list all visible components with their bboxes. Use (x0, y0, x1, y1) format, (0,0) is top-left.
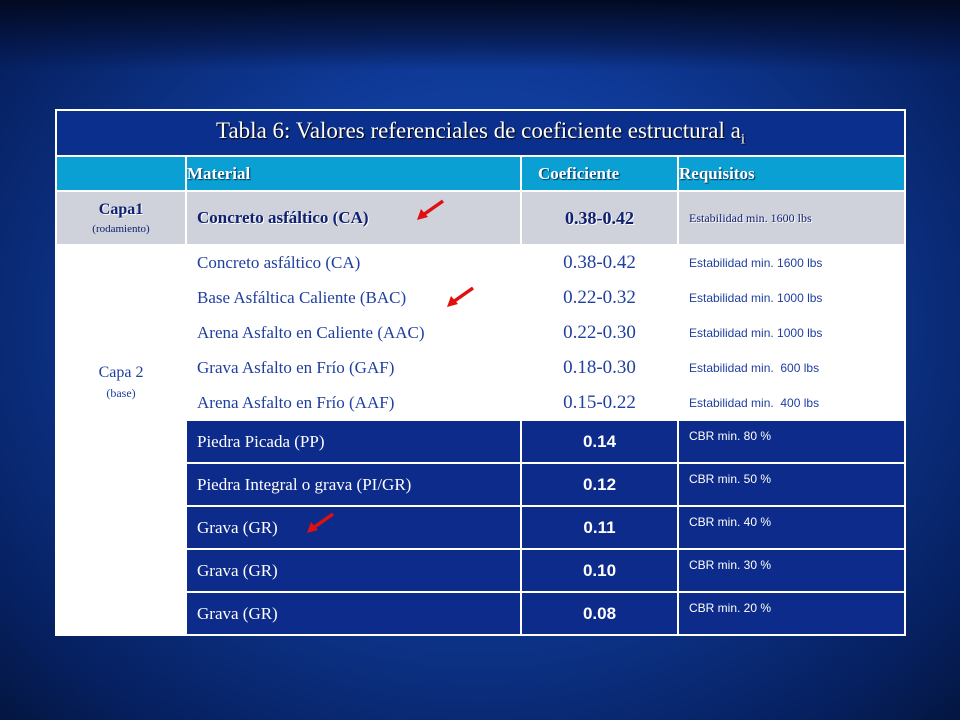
capa2-row-8: Grava (GR) 0.11 CBR min. 40 % (56, 505, 907, 550)
material-cell: Concreto asfáltico (CA) (185, 244, 522, 281)
capa2-row-6: Piedra Picada (PP) 0.14 CBR min. 80 % (56, 419, 907, 464)
capa2-sublabel: (base) (106, 386, 136, 400)
capa1-material-text: Concreto asfáltico (CA) (197, 208, 369, 227)
coeficiente-cell: 0.22-0.32 (520, 279, 679, 316)
requisitos-cell: Estabilidad min. 1600 lbs (676, 244, 907, 281)
requisitos-cell: CBR min. 30 % (676, 548, 907, 593)
capa1-coeficiente: 0.38-0.42 (520, 190, 679, 246)
capa2-row-4: Grava Asfalto en Frío (GAF) 0.18-0.30 Es… (56, 349, 907, 386)
coeficiente-cell: 0.11 (520, 505, 679, 550)
red-arrow-icon (417, 199, 445, 220)
capa1-material: Concreto asfáltico (CA) (185, 190, 522, 246)
requisitos-cell: Estabilidad min. 1000 lbs (676, 279, 907, 316)
header-row: Material Coeficiente Requisitos (55, 155, 907, 192)
capa2-row-3: Arena Asfalto en Caliente (AAC) 0.22-0.3… (56, 314, 907, 351)
capa2-label-cell: Capa 2 (base) (55, 244, 187, 636)
coeficiente-cell: 0.22-0.30 (520, 314, 679, 351)
material-cell: Piedra Picada (PP) (185, 419, 522, 464)
material-cell: Grava (GR) (185, 591, 522, 636)
header-requisitos: Requisitos (676, 155, 907, 192)
requisitos-cell: CBR min. 80 % (676, 419, 907, 464)
coeficiente-cell: 0.10 (520, 548, 679, 593)
material-cell: Arena Asfalto en Frío (AAF) (185, 384, 522, 421)
coeficiente-cell: 0.15-0.22 (520, 384, 679, 421)
material-cell: Piedra Integral o grava (PI/GR) (185, 462, 522, 507)
header-coeficiente: Coeficiente (520, 155, 679, 192)
capa2-row-2: Base Asfáltica Caliente (BAC) 0.22-0.32 … (56, 279, 907, 316)
capa2-row-1: Capa 2 (base) Concreto asfáltico (CA) 0.… (55, 244, 907, 636)
material-cell: Arena Asfalto en Caliente (AAC) (185, 314, 522, 351)
capa1-sublabel: (rodamiento) (92, 223, 150, 235)
slide-top-shadow (0, 0, 960, 70)
capa1-requisitos: Estabilidad min. 1600 lbs (676, 190, 907, 246)
requisitos-cell: CBR min. 20 % (676, 591, 907, 636)
red-arrow-icon (307, 512, 335, 533)
header-material: Material (185, 155, 522, 192)
material-text: Base Asfáltica Caliente (BAC) (197, 287, 407, 307)
capa1-row: Capa1 (rodamiento) Concreto asfáltico (C… (55, 190, 907, 246)
material-cell: Grava (GR) (185, 548, 522, 593)
capa2-row-9: Grava (GR) 0.10 CBR min. 30 % (56, 548, 907, 593)
table-title-text: Tabla 6: Valores referenciales de coefic… (216, 117, 741, 143)
coeficiente-cell: 0.38-0.42 (520, 244, 679, 281)
capa2-row-5: Arena Asfalto en Frío (AAF) 0.15-0.22 Es… (56, 384, 907, 421)
requisitos-cell: CBR min. 40 % (676, 505, 907, 550)
coeficiente-cell: 0.14 (520, 419, 679, 464)
structural-coefficient-table: Tabla 6: Valores referenciales de coefic… (54, 109, 907, 636)
red-arrow-icon (447, 286, 475, 307)
material-cell: Grava (GR) (185, 505, 522, 550)
title-row: Tabla 6: Valores referenciales de coefic… (54, 109, 907, 157)
capa2-label: Capa 2 (98, 364, 144, 381)
capa1-label-cell: Capa1 (rodamiento) (55, 190, 187, 246)
table-title-subscript: i (740, 131, 745, 148)
coeficiente-cell: 0.18-0.30 (520, 349, 679, 386)
material-cell: Grava Asfalto en Frío (GAF) (185, 349, 522, 386)
requisitos-cell: Estabilidad min. 1000 lbs (676, 314, 907, 351)
requisitos-cell: Estabilidad min. 400 lbs (676, 384, 907, 421)
capa1-label: Capa1 (98, 201, 144, 218)
coeficiente-cell: 0.08 (520, 591, 679, 636)
table-title: Tabla 6: Valores referenciales de coefic… (54, 109, 907, 157)
capa2-row-7: Piedra Integral o grava (PI/GR) 0.12 CBR… (56, 462, 907, 507)
requisitos-cell: CBR min. 50 % (676, 462, 907, 507)
capa2-row-10: Grava (GR) 0.08 CBR min. 20 % (56, 591, 907, 636)
material-cell: Base Asfáltica Caliente (BAC) (185, 279, 522, 316)
coeficiente-cell: 0.12 (520, 462, 679, 507)
material-text: Grava (GR) (197, 517, 278, 537)
requisitos-cell: Estabilidad min. 600 lbs (676, 349, 907, 386)
header-blank-cell (55, 155, 187, 192)
